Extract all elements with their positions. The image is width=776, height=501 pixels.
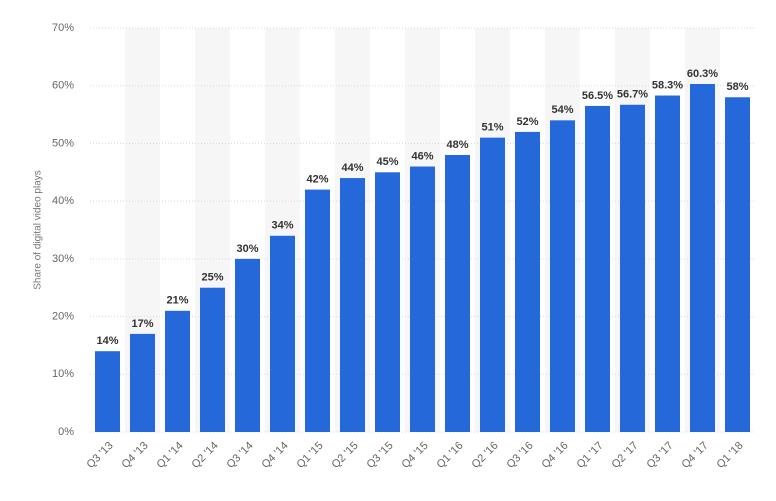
x-tick-label: Q2 '16	[470, 440, 501, 471]
y-tick-label: 20%	[52, 310, 74, 322]
bar	[270, 235, 295, 432]
bar	[655, 95, 680, 433]
x-tick-label: Q2 '17	[610, 440, 641, 471]
bar	[130, 333, 155, 432]
value-label: 14%	[96, 335, 118, 347]
value-label: 25%	[201, 272, 223, 284]
x-tick-label: Q3 '17	[645, 440, 676, 471]
x-tick-label: Q4 '15	[400, 440, 431, 471]
y-tick-label: 60%	[52, 80, 74, 92]
value-label: 42%	[306, 174, 328, 186]
x-tick-label: Q1 '14	[155, 440, 186, 471]
y-tick-label: 10%	[52, 368, 74, 380]
value-label: 34%	[271, 220, 293, 232]
value-label: 17%	[131, 318, 153, 330]
bar	[620, 104, 645, 432]
x-tick-label: Q1 '18	[715, 440, 746, 471]
bar	[340, 178, 365, 432]
bar	[585, 105, 610, 433]
value-label: 44%	[341, 162, 363, 174]
value-label: 54%	[551, 104, 573, 116]
bar	[95, 351, 120, 432]
x-tick-label: Q2 '14	[190, 440, 221, 471]
bar	[550, 120, 575, 432]
x-tick-label: Q2 '15	[330, 440, 361, 471]
y-tick-label: 30%	[52, 253, 74, 265]
y-tick-label: 50%	[52, 137, 74, 149]
value-label: 51%	[481, 122, 503, 134]
y-tick-label: 0%	[58, 426, 74, 438]
y-axis-label: Share of digital video plays	[33, 170, 44, 290]
x-tick-label: Q3 '14	[225, 440, 256, 471]
y-tick-label: 70%	[52, 22, 74, 34]
x-tick-label: Q3 '13	[85, 440, 116, 471]
x-tick-label: Q1 '16	[435, 440, 466, 471]
value-label: 48%	[446, 139, 468, 151]
value-label: 58.3%	[652, 79, 683, 91]
x-tick-label: Q3 '15	[365, 440, 396, 471]
value-label: 46%	[411, 150, 433, 162]
y-tick-label: 40%	[52, 195, 74, 207]
value-label: 56.7%	[617, 89, 648, 101]
bar	[690, 83, 715, 433]
x-tick-label: Q4 '14	[260, 440, 291, 471]
bar	[410, 166, 435, 432]
value-label: 21%	[166, 295, 188, 307]
x-tick-label: Q4 '13	[120, 440, 151, 471]
bar	[515, 131, 540, 432]
value-label: 58%	[726, 81, 748, 93]
bar	[165, 310, 190, 432]
value-label: 56.5%	[582, 90, 613, 102]
bar	[375, 172, 400, 433]
bar	[480, 137, 505, 432]
x-tick-label: Q1 '17	[575, 440, 606, 471]
bar	[200, 287, 225, 432]
bar	[235, 258, 260, 432]
bar	[725, 97, 750, 432]
x-tick-label: Q4 '17	[680, 440, 711, 471]
value-label: 52%	[516, 116, 538, 128]
x-tick-label: Q3 '16	[505, 440, 536, 471]
bar	[445, 154, 470, 432]
bar	[305, 189, 330, 432]
value-label: 45%	[376, 156, 398, 168]
x-tick-label: Q1 '15	[295, 440, 326, 471]
value-label: 30%	[236, 243, 258, 255]
x-tick-label: Q4 '16	[540, 440, 571, 471]
value-label: 60.3%	[687, 68, 718, 80]
